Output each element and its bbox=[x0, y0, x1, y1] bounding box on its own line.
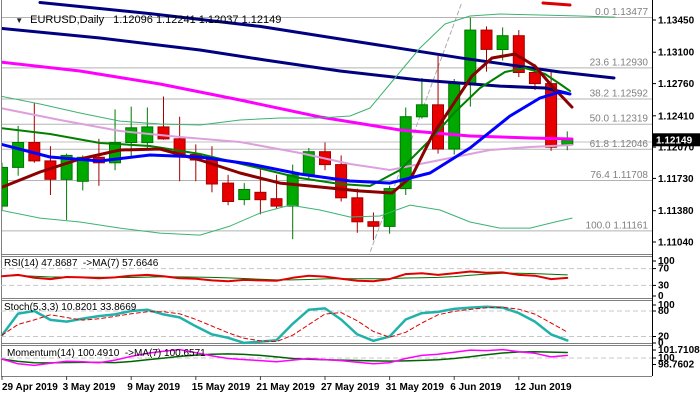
fib-label: 23.6 1.12930 bbox=[590, 57, 649, 68]
date-tick-label: 12 Jun 2019 bbox=[515, 382, 572, 393]
date-tick-label: 31 May 2019 bbox=[386, 382, 445, 393]
momentum-scale-label: 101.7108 bbox=[658, 345, 700, 356]
candle-20-may bbox=[238, 183, 251, 206]
bb-lower bbox=[1, 204, 573, 236]
stochastic-k-line bbox=[0, 305, 569, 345]
price-tick-label: 1.13450 bbox=[658, 16, 695, 27]
price-tick-label: 1.11040 bbox=[658, 238, 694, 249]
fib-labels-layer: 0.0 1.13477 23.6 1.12930 38.2 1.12592 50.0 … bbox=[586, 7, 649, 231]
price-tick-label: 1.13100 bbox=[658, 48, 695, 59]
rsi-scale-label: 0 bbox=[658, 291, 664, 302]
candle-30-apr bbox=[12, 125, 25, 176]
date-tick-label: 3 May 2019 bbox=[63, 382, 116, 393]
stochastic-scale-label: 0 bbox=[658, 338, 664, 349]
ma-100-magenta bbox=[1, 60, 574, 141]
ma-55-violet bbox=[1, 107, 573, 171]
date-tick-label: 29 Apr 2019 bbox=[2, 382, 58, 393]
date-tick-label: 9 May 2019 bbox=[127, 382, 180, 393]
ohlc-readout: 1.12096 1.12241 1.12037 1.12149 bbox=[113, 14, 282, 26]
fib-label: 61.8 1.12046 bbox=[590, 139, 649, 150]
price-tick-label: 1.11730 bbox=[658, 174, 694, 185]
resistance-segment-red bbox=[541, 1, 572, 7]
fib-label: 100.0 1.11161 bbox=[586, 220, 649, 231]
price-tick-label: 1.11380 bbox=[658, 206, 694, 217]
price-axis[interactable]: 1.13450 1.13100 1.12760 1.12410 1.12070 1.117… bbox=[652, 16, 700, 249]
fib-label: 50.0 1.12319 bbox=[590, 114, 649, 125]
price-tick-label: 1.12760 bbox=[658, 79, 695, 90]
candle-30-may bbox=[367, 212, 380, 241]
time-axis[interactable]: 29 Apr 2019 3 May 2019 9 May 2019 15 May 20… bbox=[1, 376, 572, 393]
current-price-badge bbox=[652, 133, 700, 147]
ma-navy-2 bbox=[1, 26, 569, 95]
rsi-indicator-label: RSI(14) 47.8687 ->MA(7) 57.6646 bbox=[4, 258, 159, 269]
price-tick-label: 1.12070 bbox=[658, 143, 695, 154]
date-tick-label: 21 May 2019 bbox=[256, 382, 315, 393]
rsi-scale-label: 70 bbox=[658, 264, 670, 275]
momentum-scale-label: 98.7602 bbox=[658, 360, 695, 371]
price-tick-label: 1.12410 bbox=[658, 111, 695, 122]
candle-4-jun bbox=[415, 78, 428, 119]
stochastic-indicator-label: Stoch(5,3,3) 10.8201 33.8669 bbox=[4, 302, 137, 313]
rsi-line bbox=[1, 270, 569, 283]
moving-averages-layer bbox=[1, 1, 616, 236]
date-tick-label: 6 Jun 2019 bbox=[450, 382, 502, 393]
symbol-dropdown-icon[interactable]: ▼ bbox=[15, 16, 24, 25]
stochastic-scale-label: 20 bbox=[658, 332, 670, 343]
ma-200-navy bbox=[38, 1, 616, 80]
stochastic-d-line bbox=[1, 306, 568, 343]
ma-5-maroon bbox=[1, 52, 574, 195]
stochastic-scale-label: 100 bbox=[658, 300, 675, 311]
candle-13-may bbox=[157, 96, 170, 140]
momentum-line bbox=[1, 348, 569, 367]
rsi-scale-label: 30 bbox=[658, 280, 670, 291]
momentum-scale-label: 100 bbox=[658, 353, 675, 364]
ma-20-blue bbox=[1, 90, 572, 185]
candle-29-may bbox=[351, 188, 364, 233]
momentum-indicator-label: Momentum(14) 100.4910 ->MA(7) 100.6571 bbox=[7, 348, 206, 359]
chart-title: ▼ EURUSD,Daily 1.12096 1.12241 1.12037 1.1… bbox=[3, 2, 281, 38]
fib-label: 0.0 1.13477 bbox=[595, 7, 648, 18]
fib-label: 76.4 1.11708 bbox=[590, 170, 648, 181]
fib-label: 38.2 1.12592 bbox=[590, 89, 649, 100]
stochastic-scale-label: 80 bbox=[658, 306, 670, 317]
symbol-period-label: EURUSD,Daily bbox=[30, 14, 105, 26]
rsi-scale-label: 100 bbox=[658, 256, 675, 267]
candle-17-may bbox=[222, 174, 235, 206]
current-price-label: 1.12149 bbox=[656, 135, 693, 146]
bb-upper bbox=[1, 13, 616, 126]
date-tick-label: 15 May 2019 bbox=[192, 382, 251, 393]
candle-22-may bbox=[270, 174, 283, 209]
ma-10-green bbox=[1, 67, 571, 187]
date-tick-label: 27 May 2019 bbox=[321, 382, 380, 393]
